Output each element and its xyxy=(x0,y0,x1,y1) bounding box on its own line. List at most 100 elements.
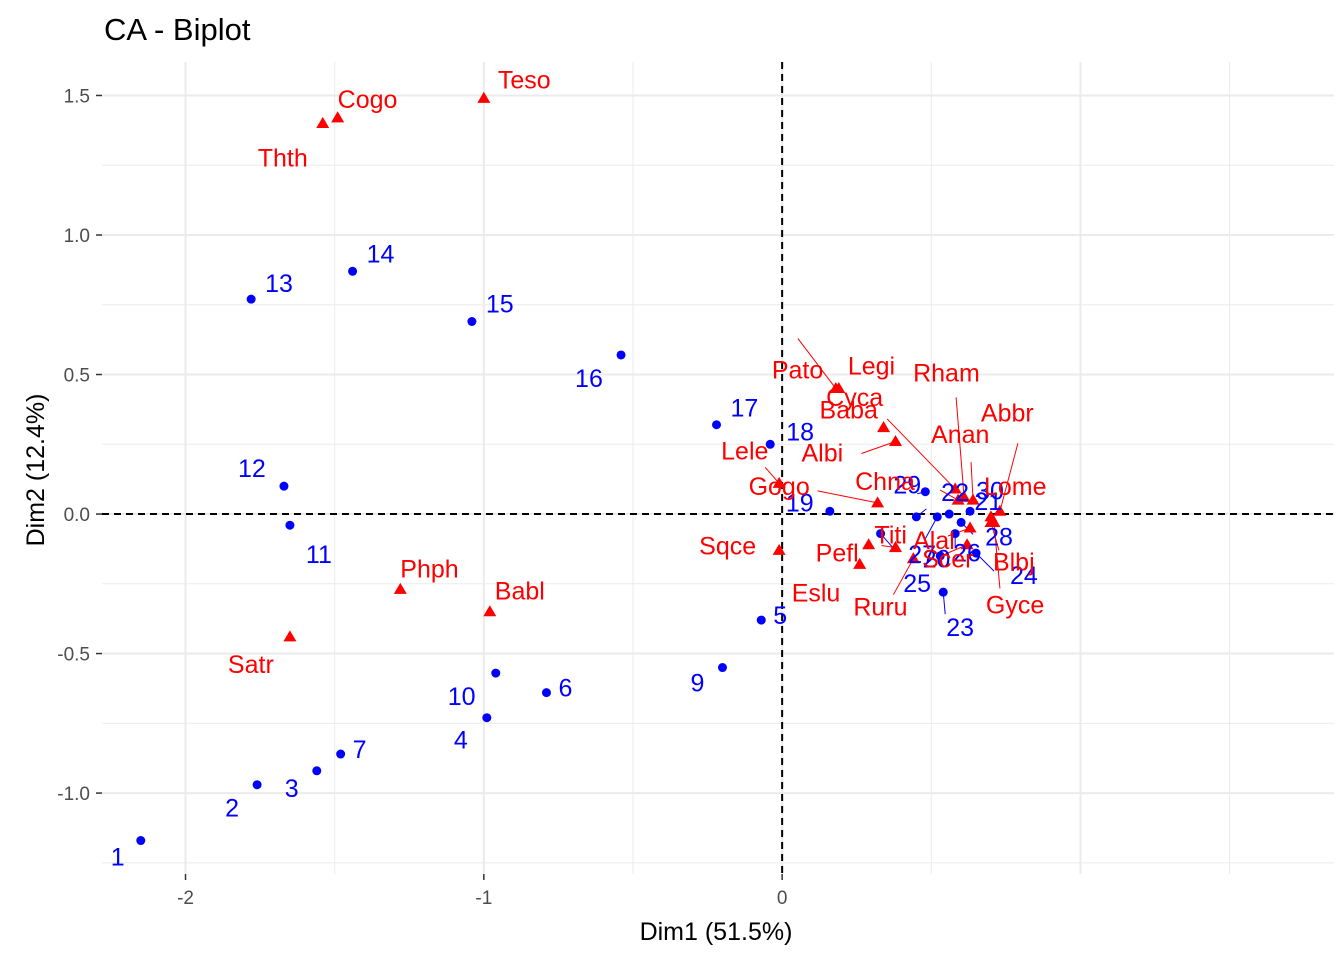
row-point xyxy=(920,487,930,497)
column-point xyxy=(951,493,965,505)
row-point xyxy=(136,836,146,846)
row-point-label: 20 xyxy=(923,546,951,574)
column-point xyxy=(993,504,1007,516)
row-point xyxy=(712,420,722,430)
row-point-label: 19 xyxy=(786,489,814,517)
column-point xyxy=(888,434,902,447)
column-point-label: Thth xyxy=(258,144,308,172)
tick-labels: -2 -1 0 -1.0 -0.5 0.0 0.5 1.0 1.5 xyxy=(57,86,787,909)
row-point xyxy=(911,512,921,522)
row-point-label: 12 xyxy=(238,455,266,483)
row-point xyxy=(825,506,835,516)
y-tick-label: 1.0 xyxy=(64,226,90,247)
column-point-label: Babl xyxy=(495,578,545,606)
row-point xyxy=(336,749,346,759)
column-point xyxy=(966,493,980,505)
column-point xyxy=(987,515,1001,527)
row-point xyxy=(938,587,948,597)
row-point-label: 2 xyxy=(225,795,239,823)
column-point xyxy=(957,490,971,502)
row-point-label: 1 xyxy=(111,844,125,872)
column-point-label: Legi xyxy=(848,352,895,380)
row-point-label: 15 xyxy=(486,291,514,319)
label-connector xyxy=(797,338,837,389)
column-point xyxy=(984,510,998,522)
column-point-label: Pefl xyxy=(816,540,859,568)
label-connector xyxy=(817,490,878,504)
row-point-label: 6 xyxy=(558,675,572,703)
row-point-label: 13 xyxy=(265,270,293,298)
column-point-label: Teso xyxy=(498,66,551,94)
column-point xyxy=(888,541,902,553)
column-point-label: Scer xyxy=(922,546,973,574)
row-point-label: 5 xyxy=(773,602,787,630)
row-point-label: 7 xyxy=(353,736,367,764)
column-point-label: Baba xyxy=(820,397,878,425)
column-point xyxy=(772,476,786,488)
column-point-label: Ruru xyxy=(853,594,907,622)
row-point xyxy=(932,512,942,522)
x-axis-title: Dim1 (51.5%) xyxy=(640,918,793,946)
column-point xyxy=(772,543,786,555)
column-point xyxy=(871,496,885,508)
row-point-label: 30 xyxy=(976,477,1004,505)
row-point xyxy=(246,294,256,304)
column-point xyxy=(393,582,407,594)
column-point-label: Sqce xyxy=(699,532,756,560)
column-point-label: Pato xyxy=(772,356,823,384)
column-point xyxy=(906,552,920,564)
column-point-label: Eslu xyxy=(792,579,841,607)
column-point-label: Blbj xyxy=(993,548,1035,576)
row-point xyxy=(756,615,766,625)
row-point xyxy=(252,780,262,790)
row-point-label: 9 xyxy=(690,670,704,698)
row-point-label: 21 xyxy=(974,488,1002,516)
column-point-label: Phph xyxy=(400,555,458,583)
x-tick-label: -1 xyxy=(475,888,492,909)
column-point xyxy=(832,381,846,394)
row-point-label: 23 xyxy=(946,614,974,642)
row-point xyxy=(965,506,975,516)
row-point-label: 29 xyxy=(893,472,921,500)
x-tick-label: 0 xyxy=(777,888,788,909)
y-axis-title: Dim2 (12.4%) xyxy=(22,394,50,547)
column-point xyxy=(877,421,891,433)
y-tick-label: 0.5 xyxy=(64,366,90,387)
column-point xyxy=(477,91,491,103)
column-point xyxy=(331,111,345,123)
row-point-label: 24 xyxy=(1010,562,1038,590)
chart-title: CA - Biplot xyxy=(104,12,251,47)
row-point xyxy=(312,766,322,776)
row-point xyxy=(944,509,954,519)
column-point-label: Cogo xyxy=(338,86,398,114)
column-point-label: Titi xyxy=(874,522,906,550)
y-tick-label: -0.5 xyxy=(57,645,90,666)
reference-lines xyxy=(102,62,1334,874)
label-connector xyxy=(939,489,959,501)
row-point-label: 16 xyxy=(575,365,603,393)
row-point-label: 10 xyxy=(448,683,476,711)
row-point xyxy=(467,317,477,327)
row-point xyxy=(956,517,966,527)
column-point-label: Gogo xyxy=(749,473,810,501)
column-point xyxy=(963,521,977,533)
row-point xyxy=(616,350,626,360)
row-point-label: 11 xyxy=(306,541,332,569)
column-point-label: Gyce xyxy=(986,591,1044,619)
row-point xyxy=(717,663,727,673)
point-labels: 1234567910111213141516171819202122232425… xyxy=(111,66,1047,871)
row-point xyxy=(279,481,289,491)
label-connector xyxy=(993,522,1001,589)
row-point xyxy=(950,529,960,539)
row-point-label: 26 xyxy=(953,540,981,568)
column-point xyxy=(948,482,962,494)
x-tick-label: -2 xyxy=(177,888,194,909)
label-connector xyxy=(892,558,914,595)
column-point xyxy=(853,557,867,569)
column-point-label: Alal xyxy=(913,527,955,555)
row-point-label: 18 xyxy=(786,418,814,446)
row-point xyxy=(482,713,492,723)
row-point xyxy=(285,520,295,530)
column-point-label: Abbr xyxy=(981,399,1034,427)
row-point xyxy=(348,266,358,276)
